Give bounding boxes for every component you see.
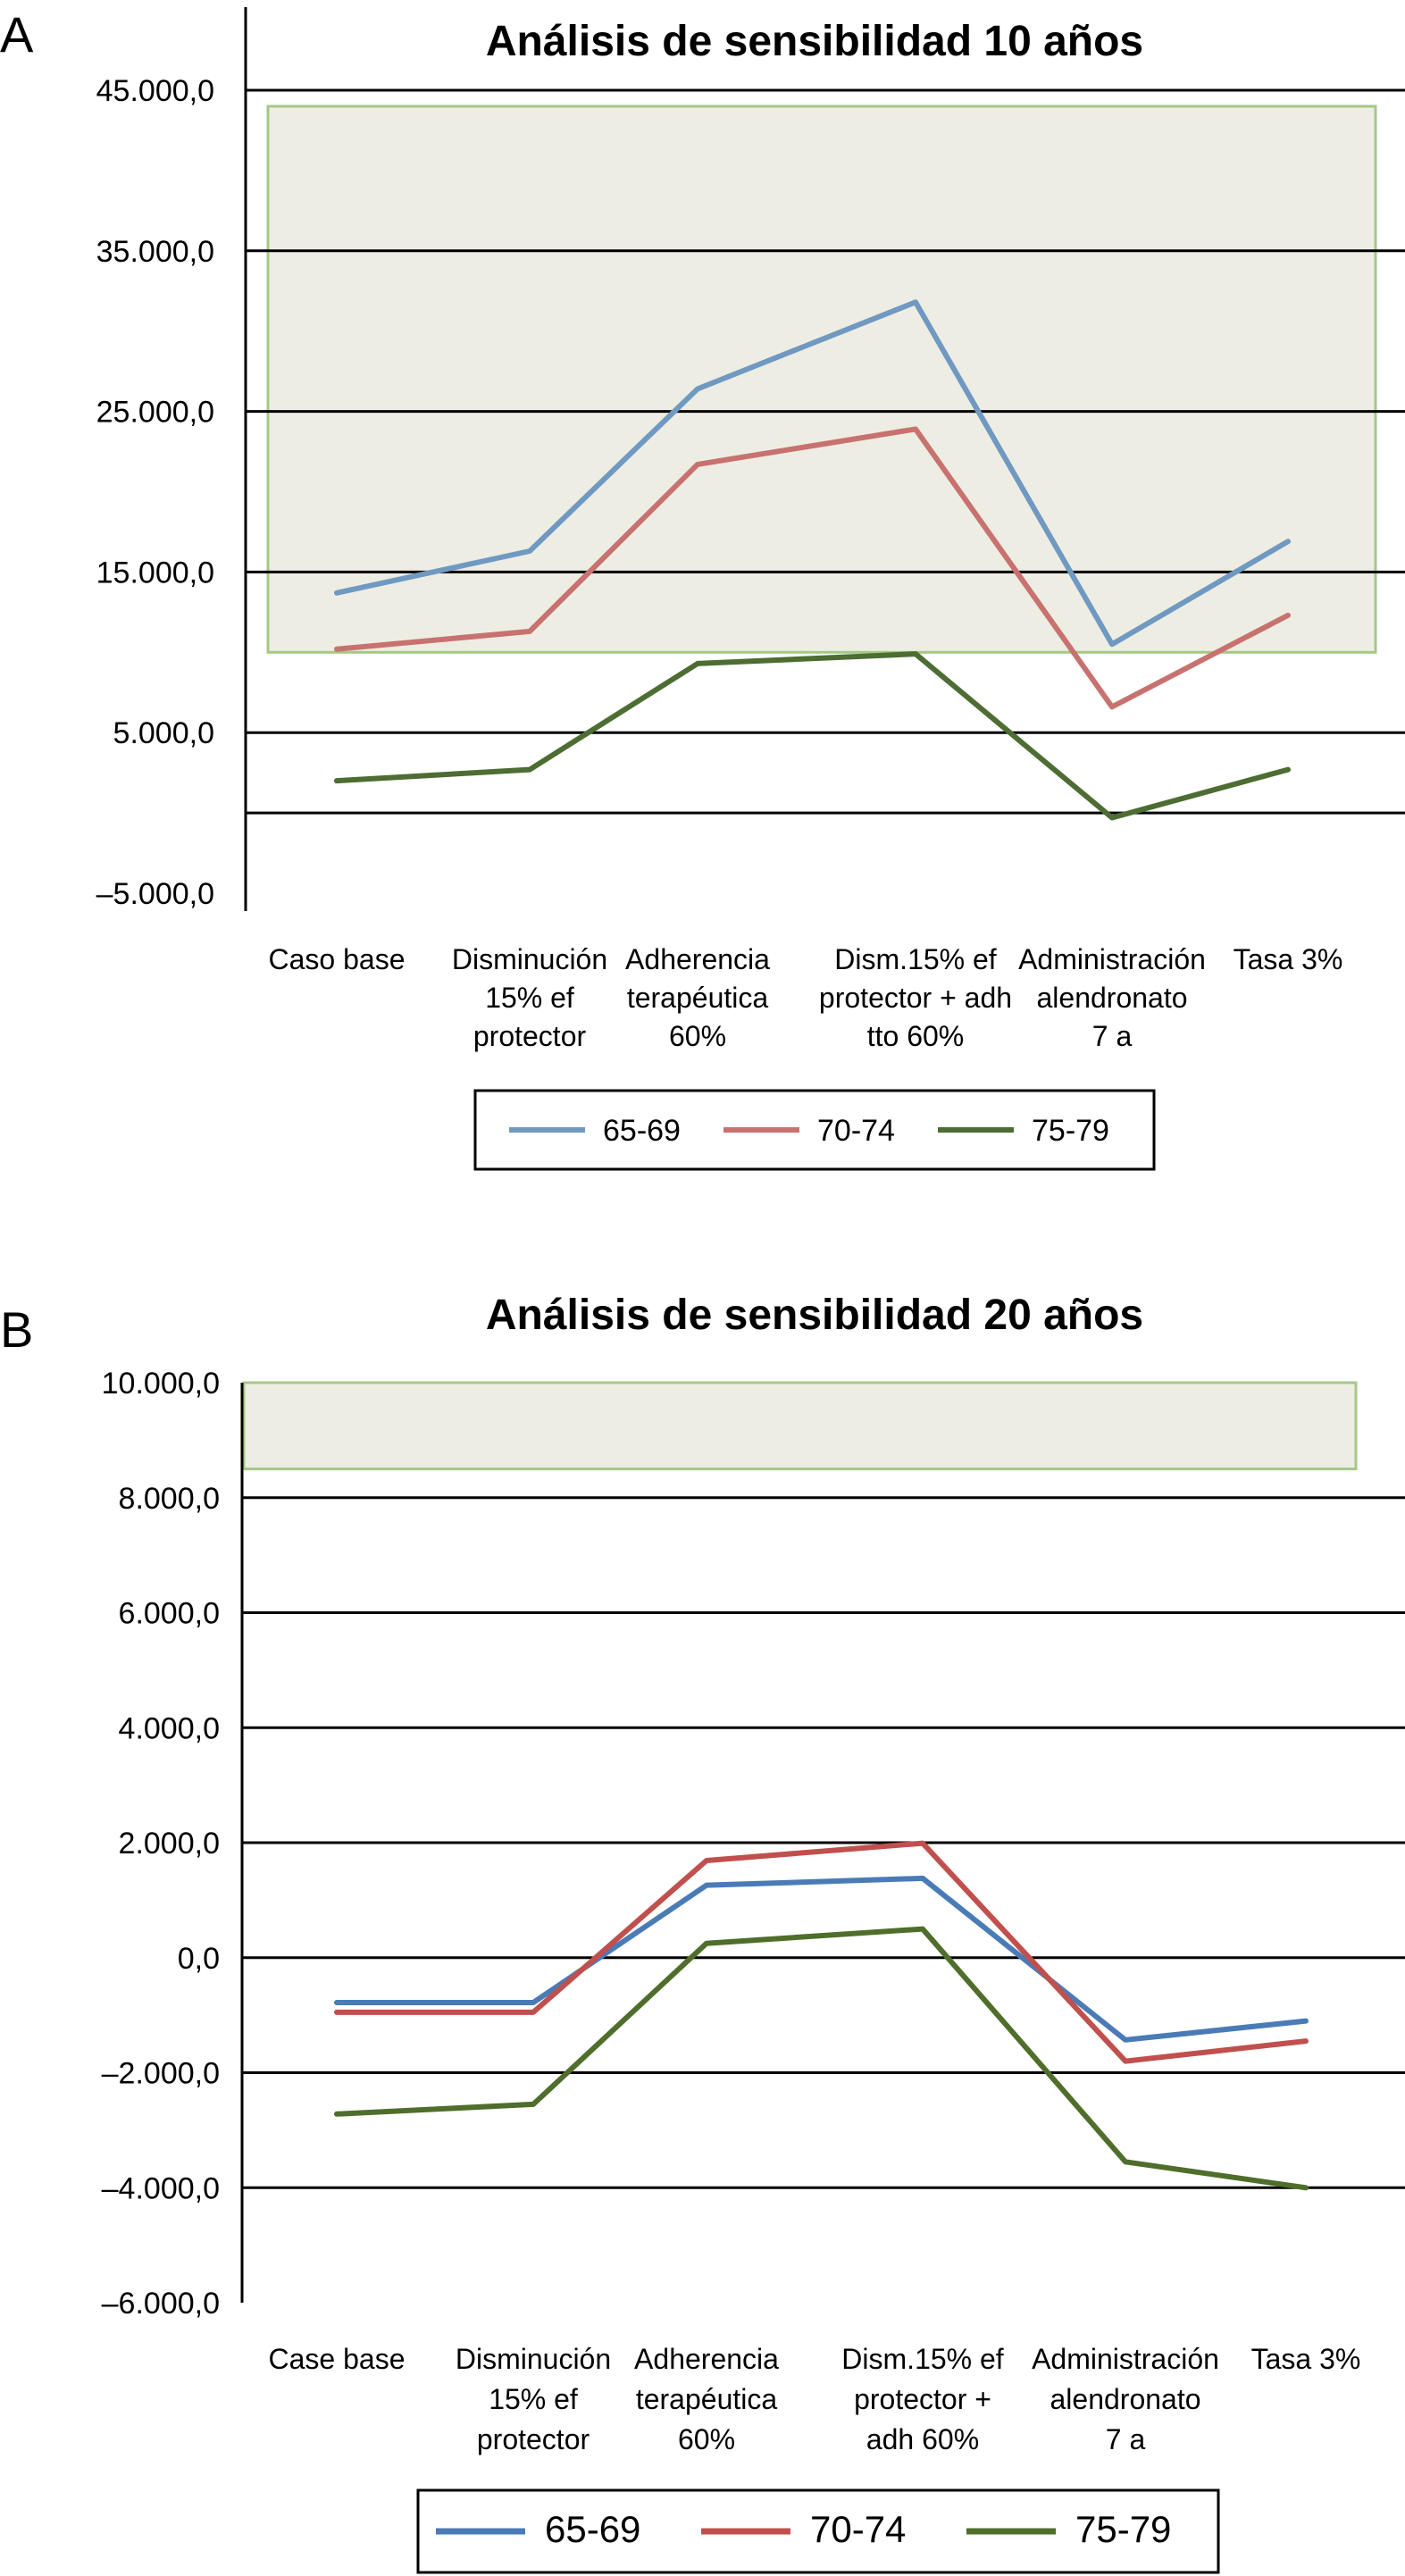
x-category-label: Tasa 3%: [1251, 2343, 1361, 2375]
legend-label-65-69: 65-69: [603, 1114, 681, 1148]
x-category-line: 15% ef: [489, 2383, 578, 2415]
highlight-band-a: [266, 105, 1377, 654]
y-tick-label: 5.000,0: [113, 716, 214, 750]
y-tick-label: 15.000,0: [96, 556, 214, 590]
x-category-label: Dism.15% ef protector + adh 60%: [841, 2343, 1004, 2455]
x-categories-b: Case base Disminución 15% ef protector Adher…: [269, 2343, 1361, 2455]
x-category-line: Disminución: [452, 943, 607, 975]
x-category-label: Dism.15% ef protector + adh tto 60%: [819, 943, 1012, 1052]
series-line-65-69: [334, 1875, 1309, 2043]
x-category-line: protector: [477, 2423, 590, 2455]
panel-letter-b: B: [0, 1301, 33, 1358]
x-category-label: Administración alendronato 7 a: [1032, 2343, 1219, 2455]
x-category-line: alendronato: [1036, 982, 1187, 1014]
x-category-label: Administración alendronato 7 a: [1018, 943, 1206, 1052]
legend-label-70-74: 70-74: [817, 1114, 895, 1148]
y-tick-label: –2.000,0: [102, 2057, 220, 2091]
chart-panel-b: B Análisis de sensibilidad 20 años 10.00…: [0, 1292, 1405, 2574]
chart-title-b: Análisis de sensibilidad 20 años: [486, 1292, 1143, 1339]
legend-a: 65-69 70-74 75-79: [473, 1089, 1156, 1171]
y-ticks-b: 10.000,0 8.000,0 6.000,0 4.000,0 2.000,0 0,0 –…: [102, 1367, 220, 2321]
x-category-line: terapéutica: [627, 982, 769, 1014]
y-ticks-a: 45.000,0 35.000,0 25.000,0 15.000,0 5.000,0 –…: [96, 74, 214, 911]
highlight-band-b: [242, 1381, 1358, 1471]
x-category-line: Tasa 3%: [1251, 2343, 1361, 2375]
x-category-label: Adherencia terapéutica 60%: [634, 2343, 779, 2455]
legend-label-65-69: 65-69: [545, 2508, 640, 2550]
x-category-line: Adherencia: [634, 2343, 779, 2375]
x-category-line: protector +: [854, 2383, 991, 2415]
y-tick-label: 6.000,0: [119, 1597, 220, 1631]
x-category-line: adh 60%: [866, 2423, 979, 2455]
series-line-70-74: [334, 1840, 1309, 2064]
y-tick-label: 25.000,0: [96, 396, 214, 430]
series-line-70-74: [334, 426, 1291, 710]
chart-panel-a: A Análisis de sensibilidad 10 años 45.00…: [0, 6, 1405, 1171]
gridlines-a: [246, 88, 1405, 815]
x-category-line: protector + adh: [819, 982, 1012, 1014]
x-category-line: 7 a: [1106, 2423, 1146, 2455]
gridlines-b: [242, 1496, 1405, 2189]
y-tick-label: –4.000,0: [102, 2171, 220, 2205]
series-line-75-79: [334, 651, 1291, 821]
y-tick-label: 0,0: [178, 1942, 220, 1976]
x-category-line: Administración: [1032, 2343, 1219, 2375]
x-category-line: Dism.15% ef: [841, 2343, 1004, 2375]
x-categories-a: Caso base Disminución 15% ef protector Adher…: [269, 943, 1343, 1052]
y-tick-label: –5.000,0: [96, 877, 214, 911]
x-category-line: Caso base: [269, 943, 406, 975]
x-category-label: Adherencia terapéutica 60%: [625, 943, 770, 1052]
y-tick-label: 4.000,0: [119, 1711, 220, 1745]
x-category-line: 15% ef: [485, 982, 574, 1014]
x-category-label: Disminución 15% ef protector: [452, 943, 607, 1052]
series-lines-a: [334, 299, 1291, 821]
y-tick-label: 35.000,0: [96, 235, 214, 269]
y-tick-label: 10.000,0: [102, 1367, 220, 1401]
y-tick-label: 8.000,0: [119, 1482, 220, 1516]
x-category-line: protector: [473, 1020, 587, 1052]
panel-letter-a: A: [0, 6, 34, 63]
x-category-line: Administración: [1018, 943, 1206, 975]
x-category-line: 60%: [678, 2423, 735, 2455]
x-category-line: Tasa 3%: [1234, 943, 1343, 975]
series-line-75-79: [334, 1926, 1309, 2191]
x-category-label: Case base: [269, 2343, 406, 2375]
x-category-line: terapéutica: [636, 2383, 778, 2415]
x-category-line: Dism.15% ef: [834, 943, 997, 975]
y-tick-label: –6.000,0: [102, 2287, 220, 2321]
series-lines-b: [334, 1840, 1309, 2191]
legend-frame-b: [416, 2488, 1220, 2574]
series-line-65-69: [334, 299, 1291, 648]
x-category-line: Disminución: [456, 2343, 611, 2375]
x-category-line: Case base: [269, 2343, 406, 2375]
x-category-line: alendronato: [1050, 2383, 1200, 2415]
legend-label-75-79: 75-79: [1032, 1114, 1109, 1148]
x-category-label: Disminución 15% ef protector: [456, 2343, 611, 2455]
x-category-line: 7 a: [1092, 1020, 1133, 1052]
x-category-line: tto 60%: [867, 1020, 965, 1052]
legend-b: 65-69 70-74 75-79: [416, 2488, 1220, 2574]
x-category-label: Tasa 3%: [1234, 943, 1343, 975]
x-category-line: 60%: [669, 1020, 726, 1052]
legend-label-75-79: 75-79: [1075, 2508, 1171, 2550]
legend-frame-a: [473, 1089, 1156, 1171]
x-category-line: Adherencia: [625, 943, 770, 975]
y-tick-label: 2.000,0: [119, 1827, 220, 1861]
chart-title-a: Análisis de sensibilidad 10 años: [486, 18, 1143, 65]
legend-label-70-74: 70-74: [810, 2508, 906, 2550]
x-category-label: Caso base: [269, 943, 406, 975]
y-tick-label: 45.000,0: [96, 74, 214, 108]
